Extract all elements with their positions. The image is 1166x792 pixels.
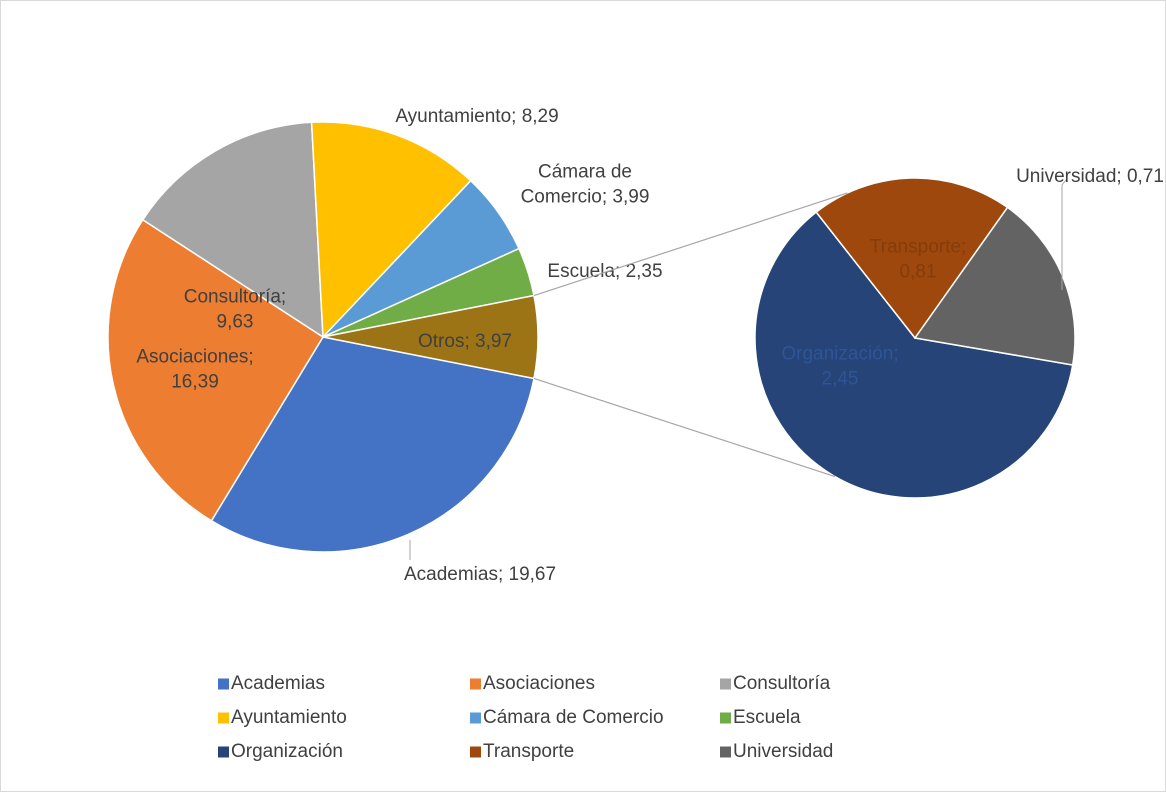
- legend-swatch: [720, 712, 731, 724]
- pie-slice: [815, 177, 1009, 340]
- legend-swatch: [218, 712, 229, 724]
- legend-label: Consultoría: [733, 673, 831, 694]
- legend-swatch: [218, 746, 229, 758]
- legend-swatch: [720, 746, 731, 758]
- connector-line: [533, 377, 836, 478]
- legend-label: Cámara de Comercio: [483, 707, 664, 728]
- data-label: Academias; 19,67: [404, 564, 556, 585]
- data-label: Cámara de Comercio; 3,99: [521, 162, 650, 208]
- data-label: Organización; 2,45: [781, 344, 898, 390]
- pie-slice: [322, 294, 539, 380]
- data-label: Universidad; 0,71: [1016, 166, 1164, 187]
- legend-swatch: [218, 678, 229, 690]
- legend-swatch: [470, 712, 481, 724]
- pie-slice: [913, 206, 1076, 366]
- data-label: Consultoría; 9,63: [184, 287, 286, 333]
- legend-swatch: [470, 678, 481, 690]
- legend-label: Ayuntamiento: [231, 707, 347, 728]
- data-label: Ayuntamiento; 8,29: [395, 106, 558, 127]
- legend-label: Universidad: [733, 741, 833, 762]
- legend-swatch: [470, 746, 481, 758]
- data-label: Asociaciones; 16,39: [136, 347, 253, 393]
- legend-label: Asociaciones: [483, 673, 595, 694]
- legend-label: Organización: [231, 741, 343, 762]
- legend-label: Escuela: [733, 707, 801, 728]
- pie-slice: [310, 121, 472, 339]
- connector-line: [533, 192, 848, 297]
- legend-swatch: [720, 678, 731, 690]
- pie-slice: [107, 218, 325, 522]
- data-label: Escuela; 2,35: [547, 261, 662, 282]
- leader-line: [1061, 179, 1067, 290]
- data-label: Transporte; 0,81: [870, 237, 966, 283]
- legend-label: Academias: [231, 673, 325, 694]
- pie-slice: [210, 336, 535, 553]
- pie-slice: [141, 121, 324, 339]
- legend-label: Transporte: [483, 741, 574, 762]
- data-label: Otros; 3,97: [418, 331, 512, 352]
